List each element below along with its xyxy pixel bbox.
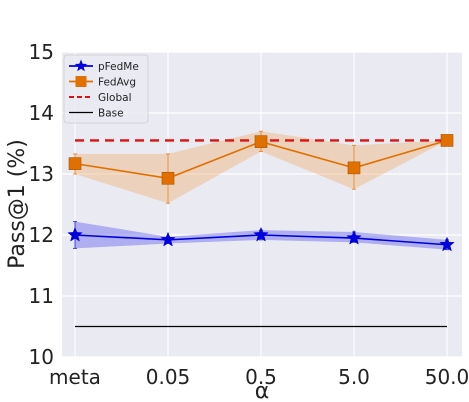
fedavg-point	[347, 161, 361, 175]
y-tick-label: 15	[29, 40, 54, 64]
pfedme-point	[346, 229, 362, 245]
legend-fedavg-marker	[75, 76, 87, 87]
x-tick-labels: meta 0.05 0.5 5.0 50.0	[49, 365, 469, 389]
y-tick-label: 12	[29, 223, 54, 247]
x-tick-label: 50.0	[425, 365, 469, 389]
series-markers	[67, 134, 455, 252]
y-axis-label: Pass@1 (%)	[5, 139, 30, 269]
x-axis-label: α	[255, 379, 270, 402]
x-tick-label: 5.0	[338, 365, 370, 389]
y-tick-label: 11	[29, 284, 54, 308]
pfedme-point	[253, 226, 269, 242]
y-tick-label: 10	[29, 345, 54, 369]
legend-items: pFedMe FedAvg Global Base	[69, 59, 139, 119]
legend-pfedme-marker	[74, 59, 88, 72]
fedavg-point	[440, 134, 454, 147]
fedavg-point	[161, 171, 175, 185]
legend-fedavg-label: FedAvg	[98, 76, 136, 88]
y-tick-labels: 10 11 12 13 14 15	[29, 40, 54, 369]
fedavg-point	[254, 135, 268, 148]
legend-box	[63, 54, 149, 124]
legend: pFedMe FedAvg Global Base	[63, 54, 149, 124]
x-tick-label: 0.05	[146, 365, 191, 389]
y-tick-label: 13	[29, 162, 54, 186]
fedavg-point	[68, 157, 82, 170]
pfedme-point	[160, 231, 176, 247]
x-tick-label: meta	[49, 365, 101, 389]
pfedme-point	[67, 226, 83, 242]
pfedme-point	[439, 236, 455, 252]
x-tick-label: 0.5	[245, 365, 277, 389]
legend-pfedme-label: pFedMe	[98, 61, 139, 73]
legend-global-label: Global	[98, 92, 132, 104]
y-tick-label: 14	[29, 101, 54, 125]
legend-base-label: Base	[98, 107, 124, 119]
